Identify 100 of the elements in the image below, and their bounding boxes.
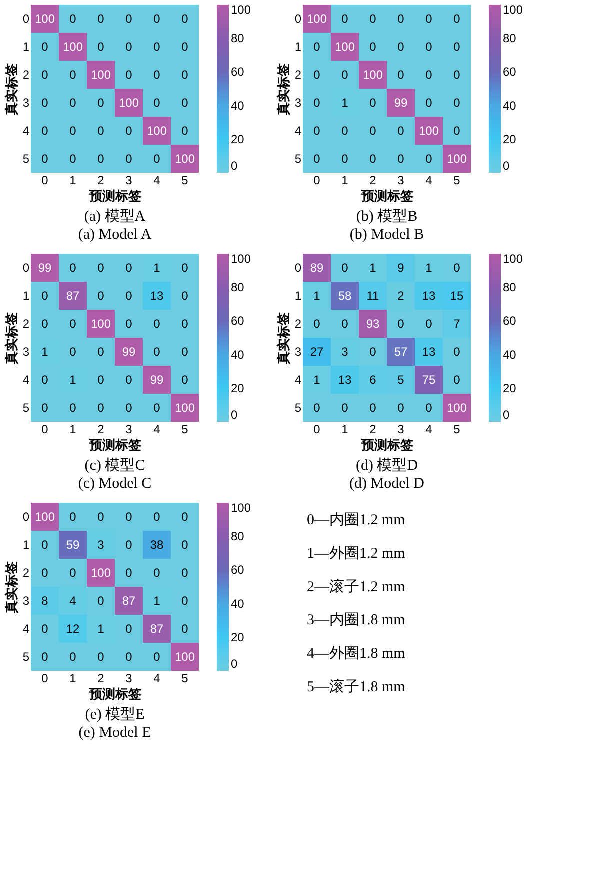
y-tick-label: 2	[22, 317, 30, 331]
y-axis-title: 真实标签	[4, 562, 20, 614]
data-label: 0	[98, 373, 105, 387]
data-label: 0	[126, 373, 133, 387]
y-tick-label: 3	[294, 345, 302, 359]
y-tick-label: 3	[22, 594, 30, 608]
y-tick-label: 5	[22, 401, 30, 415]
data-label: 0	[126, 566, 133, 580]
text: 5—滚子1.8 mm	[307, 678, 406, 696]
y-tick-label: 4	[22, 373, 30, 387]
data-label: 0	[154, 317, 161, 331]
data-label: 1	[70, 373, 77, 387]
data-label: 1	[154, 594, 161, 608]
color-bar-label: 100	[231, 252, 252, 266]
color-bar-label: 40	[231, 348, 245, 362]
data-label: 6	[370, 373, 377, 387]
data-label: 1	[426, 261, 433, 275]
data-label: 0	[126, 510, 133, 524]
data-label: 0	[182, 124, 189, 138]
x-tick-label: 3	[126, 422, 133, 436]
data-label: 100	[34, 12, 56, 26]
color-bar-label: 40	[231, 98, 245, 113]
data-label: 0	[314, 317, 321, 331]
x-tick-label: 1	[342, 422, 349, 436]
data-label: 0	[42, 68, 49, 82]
data-label: 0	[126, 12, 133, 26]
data-label: 100	[146, 124, 168, 138]
text: 2—滚子1.2 mm	[307, 578, 406, 596]
text: (b) 模型B	[356, 208, 418, 225]
x-tick-label: 0	[314, 422, 321, 436]
data-label: 0	[314, 152, 321, 166]
data-label: 13	[422, 289, 436, 303]
data-label: 0	[42, 96, 49, 110]
data-label: 1	[98, 622, 105, 636]
data-label: 13	[338, 373, 352, 387]
data-label: 0	[454, 68, 461, 82]
x-tick-label: 5	[182, 672, 189, 686]
x-tick-label: 2	[98, 422, 105, 436]
x-tick-label: 1	[70, 672, 77, 686]
data-label: 100	[174, 152, 196, 166]
data-label: 0	[370, 12, 377, 26]
data-label: 0	[126, 124, 133, 138]
data-label: 0	[154, 650, 161, 664]
y-tick-label: 5	[294, 401, 302, 415]
data-label: 15	[450, 289, 464, 303]
data-label: 0	[314, 96, 321, 110]
y-tick-label: 1	[22, 538, 30, 552]
data-label: 0	[70, 345, 77, 359]
data-label: 0	[98, 12, 105, 26]
data-label: 0	[314, 124, 321, 138]
data-label: 0	[370, 401, 377, 415]
data-label: 59	[66, 538, 80, 552]
data-label: 0	[370, 124, 377, 138]
data-label: 13	[422, 345, 436, 359]
data-label: 0	[70, 510, 77, 524]
data-label: 0	[342, 261, 349, 275]
y-tick-label: 5	[22, 152, 30, 166]
data-label: 1	[314, 373, 321, 387]
color-bar-label: 40	[231, 596, 245, 611]
data-label: 12	[66, 622, 80, 636]
data-label: 0	[454, 124, 461, 138]
color-bar-label: 80	[503, 280, 517, 295]
data-label: 0	[398, 40, 405, 54]
data-label: 57	[394, 345, 408, 359]
y-tick-label: 3	[294, 96, 302, 110]
data-label: 0	[398, 152, 405, 166]
data-label: 0	[182, 594, 189, 608]
data-label: 0	[70, 401, 77, 415]
x-tick-label: 2	[370, 422, 377, 436]
y-tick-label: 1	[294, 40, 302, 54]
data-label: 11	[366, 289, 380, 303]
data-label: 0	[98, 401, 105, 415]
data-label: 0	[182, 510, 189, 524]
data-label: 0	[70, 152, 77, 166]
data-label: 0	[70, 124, 77, 138]
y-tick-label: 1	[294, 289, 302, 303]
color-bar-label: 40	[503, 98, 517, 113]
text: (a) 模型A	[84, 208, 146, 225]
data-label: 0	[70, 68, 77, 82]
data-label: 0	[154, 40, 161, 54]
x-tick-label: 5	[454, 422, 461, 436]
text: 1—外圈1.2 mm	[307, 546, 406, 562]
data-label: 0	[398, 401, 405, 415]
data-label: 100	[362, 68, 384, 82]
data-label: 0	[42, 152, 49, 166]
y-tick-label: 4	[22, 622, 30, 636]
data-label: 0	[154, 68, 161, 82]
data-label: 87	[122, 594, 136, 608]
data-label: 38	[150, 538, 164, 552]
data-label: 0	[454, 373, 461, 387]
x-tick-label: 4	[154, 672, 161, 686]
data-label: 0	[182, 373, 189, 387]
color-bar-label: 0	[503, 408, 510, 422]
y-tick-label: 5	[22, 650, 30, 664]
data-label: 0	[342, 124, 349, 138]
y-tick-label: 0	[22, 261, 30, 275]
text: 3—内圈1.8 mm	[307, 612, 406, 629]
color-bar-label: 0	[231, 657, 238, 671]
data-label: 0	[314, 401, 321, 415]
data-label: 58	[338, 289, 352, 303]
